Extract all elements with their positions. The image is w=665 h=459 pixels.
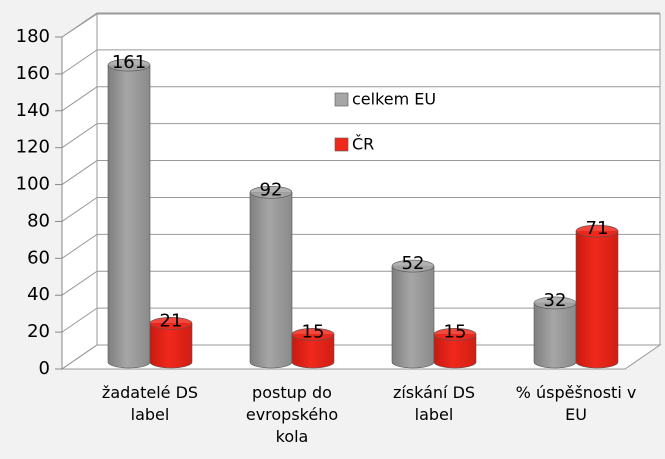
y-tick-label: 20 [27, 321, 50, 342]
y-tick-label: 180 [16, 26, 50, 47]
bar-top [249, 186, 293, 199]
grid-line [61, 196, 660, 222]
side-wall [61, 13, 98, 370]
data-label: 15 [444, 321, 467, 342]
legend-label: celkem EU [352, 90, 436, 109]
bar [107, 64, 151, 369]
bar [249, 192, 293, 369]
grid-line [61, 12, 660, 38]
grid-line [61, 270, 660, 296]
grid-line [61, 86, 660, 112]
grid-line [61, 123, 660, 149]
y-tick-label: 160 [16, 63, 50, 84]
bar [533, 302, 577, 369]
data-label: 21 [160, 310, 183, 331]
bar [291, 334, 335, 369]
bar-top [575, 224, 619, 238]
data-label: 92 [260, 179, 283, 200]
y-tick-label: 120 [16, 137, 50, 158]
legend-swatch [334, 137, 349, 152]
y-tick-label: 100 [16, 174, 50, 195]
y-tick-label: 60 [27, 247, 50, 268]
bar-top [149, 316, 193, 330]
bar [433, 334, 477, 369]
legend-label: ČR [352, 135, 374, 154]
x-tick-label: získání DS label [392, 383, 476, 424]
data-label: 161 [112, 52, 146, 73]
grid-line [61, 233, 660, 259]
bar [149, 322, 193, 369]
grid-line [61, 49, 660, 75]
data-label: 52 [402, 253, 425, 274]
bar-top [107, 58, 151, 72]
y-tick-label: 0 [39, 358, 50, 379]
bar-top [433, 328, 477, 341]
x-tick-label: % úspěšnosti v EU [515, 383, 637, 424]
grid-line [61, 160, 660, 185]
y-tick-label: 140 [16, 100, 50, 121]
bar-top [291, 328, 335, 341]
grid-line [61, 307, 660, 333]
data-label: 71 [586, 218, 609, 239]
y-tick-label: 80 [27, 210, 50, 231]
x-tick-label: žadatelé DS label [101, 383, 199, 424]
bar-top [391, 259, 435, 273]
legend-swatch [334, 92, 349, 107]
bar [575, 230, 619, 369]
x-tick-label: postup do evropského kola [245, 383, 339, 446]
bar [391, 265, 435, 369]
data-label: 32 [544, 290, 567, 311]
data-label: 15 [302, 321, 325, 342]
back-wall [96, 13, 661, 346]
y-tick-label: 40 [27, 284, 50, 305]
